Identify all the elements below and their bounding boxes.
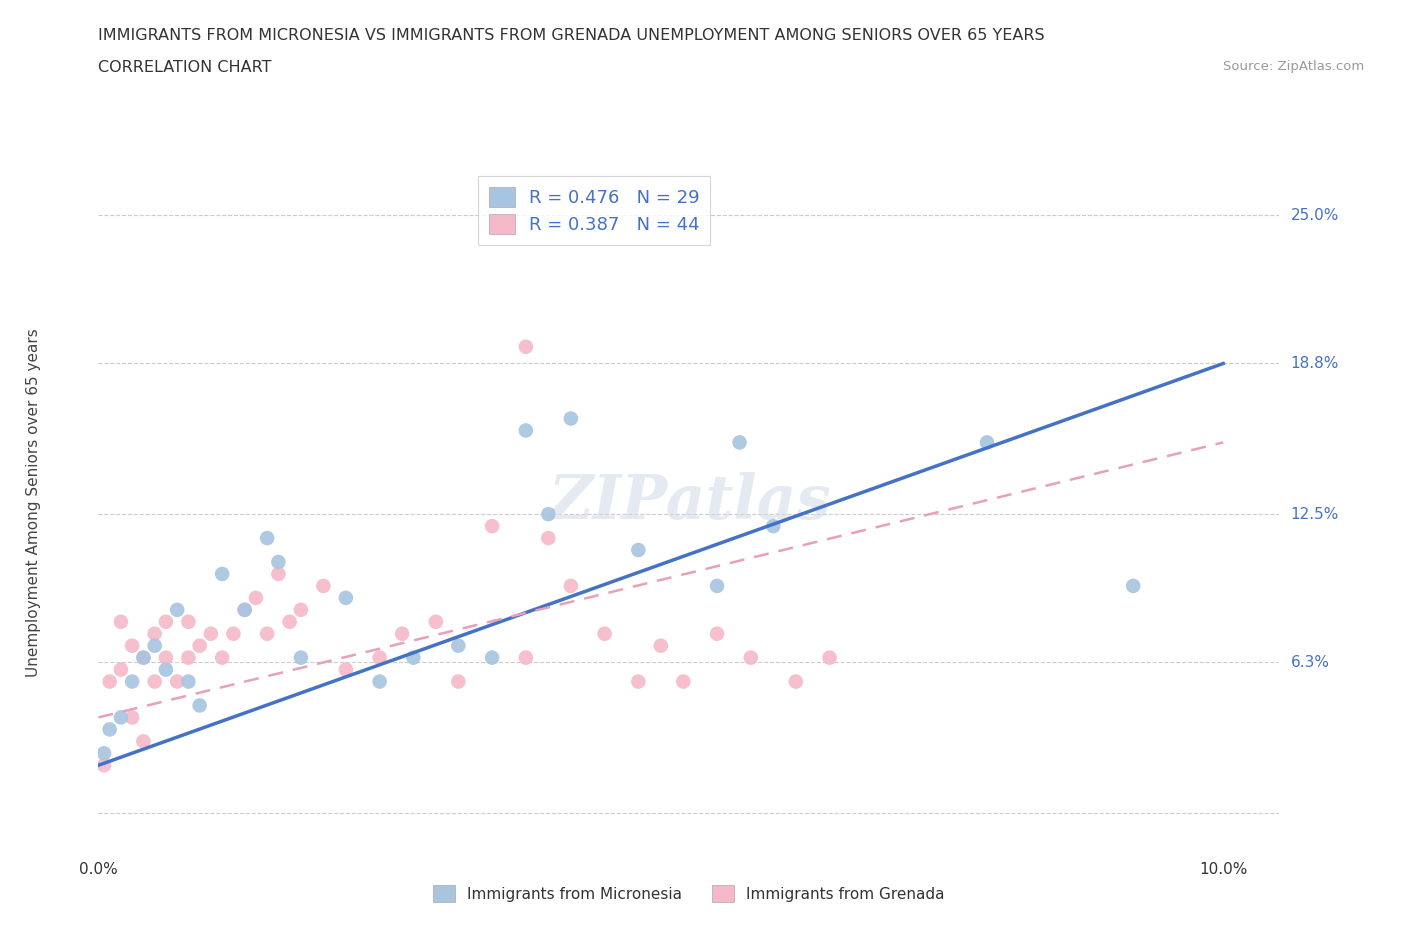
Point: [627, 674, 650, 689]
Point: [200, 626, 222, 641]
Point: [335, 591, 357, 605]
Point: [650, 638, 672, 653]
Point: [560, 411, 582, 426]
Point: [233, 603, 256, 618]
Text: ZIPatlas: ZIPatlas: [547, 472, 831, 532]
Point: [143, 674, 166, 689]
Point: [245, 591, 267, 605]
Point: [368, 650, 391, 665]
Point: [425, 615, 447, 630]
Point: [368, 674, 391, 689]
Point: [256, 626, 278, 641]
Text: IMMIGRANTS FROM MICRONESIA VS IMMIGRANTS FROM GRENADA UNEMPLOYMENT AMONG SENIORS: IMMIGRANTS FROM MICRONESIA VS IMMIGRANTS…: [98, 28, 1045, 43]
Point: [706, 626, 728, 641]
Text: 6.3%: 6.3%: [1291, 655, 1330, 670]
Point: [211, 650, 233, 665]
Point: [177, 650, 200, 665]
Point: [211, 566, 233, 581]
Point: [278, 615, 301, 630]
Point: [335, 662, 357, 677]
Point: [155, 615, 177, 630]
Point: [233, 603, 256, 618]
Point: [740, 650, 762, 665]
Text: CORRELATION CHART: CORRELATION CHART: [98, 60, 271, 75]
Point: [98, 674, 121, 689]
Point: [132, 650, 155, 665]
Legend: Immigrants from Micronesia, Immigrants from Grenada: Immigrants from Micronesia, Immigrants f…: [426, 878, 952, 910]
Point: [155, 650, 177, 665]
Point: [110, 710, 132, 724]
Point: [177, 615, 200, 630]
Point: [155, 662, 177, 677]
Point: [132, 734, 155, 749]
Point: [515, 650, 537, 665]
Point: [166, 674, 188, 689]
Point: [132, 650, 155, 665]
Point: [706, 578, 728, 593]
Point: [93, 746, 115, 761]
Point: [537, 507, 560, 522]
Point: [188, 638, 211, 653]
Point: [447, 638, 470, 653]
Point: [481, 650, 503, 665]
Point: [166, 603, 188, 618]
Text: Unemployment Among Seniors over 65 years: Unemployment Among Seniors over 65 years: [25, 328, 41, 677]
Point: [1122, 578, 1144, 593]
Point: [312, 578, 335, 593]
Text: 25.0%: 25.0%: [1291, 207, 1339, 222]
Point: [627, 542, 650, 557]
Point: [110, 615, 132, 630]
Point: [121, 638, 143, 653]
Point: [447, 674, 470, 689]
Point: [818, 650, 841, 665]
Point: [267, 566, 290, 581]
Point: [110, 662, 132, 677]
Point: [98, 722, 121, 737]
Point: [290, 650, 312, 665]
Point: [672, 674, 695, 689]
Point: [121, 674, 143, 689]
Point: [143, 626, 166, 641]
Point: [515, 339, 537, 354]
Text: 10.0%: 10.0%: [1199, 862, 1247, 877]
Point: [222, 626, 245, 641]
Text: 0.0%: 0.0%: [79, 862, 118, 877]
Text: Source: ZipAtlas.com: Source: ZipAtlas.com: [1223, 60, 1364, 73]
Point: [728, 435, 751, 450]
Point: [976, 435, 998, 450]
Point: [93, 758, 115, 773]
Point: [560, 578, 582, 593]
Point: [177, 674, 200, 689]
Point: [143, 638, 166, 653]
Point: [785, 674, 807, 689]
Point: [290, 603, 312, 618]
Point: [762, 519, 785, 534]
Point: [481, 519, 503, 534]
Point: [267, 554, 290, 569]
Point: [515, 423, 537, 438]
Point: [391, 626, 413, 641]
Point: [188, 698, 211, 713]
Text: 18.8%: 18.8%: [1291, 356, 1339, 371]
Point: [402, 650, 425, 665]
Point: [593, 626, 616, 641]
Text: 12.5%: 12.5%: [1291, 507, 1339, 522]
Point: [256, 531, 278, 546]
Point: [121, 710, 143, 724]
Point: [537, 531, 560, 546]
